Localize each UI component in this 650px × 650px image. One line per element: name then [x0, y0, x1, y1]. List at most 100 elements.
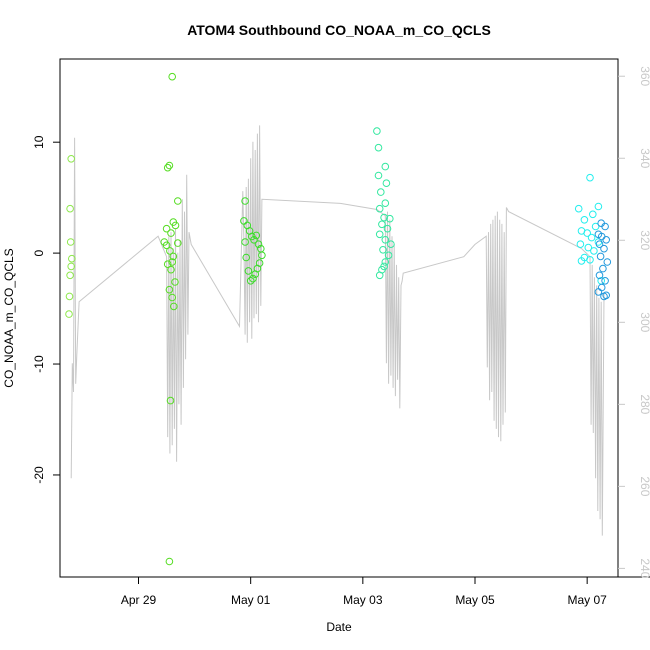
- data-point: [244, 267, 253, 275]
- data-point: [168, 258, 176, 266]
- data-point: [387, 240, 395, 248]
- data-point: [162, 241, 171, 250]
- x-tick-label: May 07: [567, 593, 607, 607]
- data-point: [589, 210, 597, 219]
- data-point: [66, 238, 75, 246]
- data-point: [595, 271, 604, 280]
- y2-tick-label: 260: [638, 476, 650, 496]
- data-point: [166, 247, 174, 255]
- data-point: [378, 220, 386, 229]
- data-point: [252, 231, 261, 240]
- data-point: [381, 258, 390, 266]
- y-tick-label: -10: [32, 355, 46, 373]
- data-point: [163, 260, 172, 269]
- data-point: [254, 240, 263, 248]
- x-tick-label: Apr 29: [121, 593, 157, 607]
- data-point: [174, 197, 182, 205]
- data-point: [165, 161, 174, 170]
- data-point: [171, 278, 179, 286]
- data-point: [165, 557, 174, 566]
- data-point: [386, 214, 394, 223]
- data-point: [241, 197, 249, 205]
- data-point: [594, 288, 603, 296]
- data-point: [583, 229, 592, 237]
- data-point: [167, 265, 175, 274]
- data-point: [168, 72, 176, 81]
- data-point: [165, 285, 174, 294]
- data-point: [66, 204, 74, 213]
- data-point: [249, 274, 257, 283]
- data-point: [377, 188, 385, 196]
- y2-tick-label: 280: [638, 394, 650, 414]
- y2-tick-label: 240: [638, 558, 650, 578]
- y-axis-left: -20 -10 0 10: [32, 135, 60, 484]
- chart-title: ATOM4 Southbound CO_NOAA_m_CO_QCLS: [187, 22, 491, 38]
- data-point: [379, 246, 387, 254]
- data-point: [375, 271, 384, 280]
- y-axis-right: 240 260 280 300 320 340 360: [618, 66, 650, 579]
- data-point: [591, 222, 600, 231]
- data-point: [380, 213, 388, 222]
- data-point: [167, 229, 175, 237]
- data-point: [168, 293, 176, 302]
- data-point: [580, 216, 589, 224]
- data-point: [242, 253, 250, 262]
- data-point: [383, 224, 392, 233]
- data-point: [601, 222, 609, 231]
- data-point: [174, 239, 182, 247]
- data-point: [584, 243, 593, 252]
- data-point: [374, 143, 383, 152]
- data-point: [162, 224, 171, 233]
- data-point: [381, 162, 390, 171]
- x-tick-label: May 05: [455, 593, 495, 607]
- data-point: [65, 310, 73, 318]
- data-point: [576, 240, 585, 248]
- y-tick-label: 10: [32, 135, 46, 149]
- series-line: [70, 125, 605, 536]
- data-point: [375, 204, 384, 213]
- data-point: [373, 127, 381, 135]
- data-point: [246, 277, 255, 285]
- data-point: [596, 252, 605, 261]
- y-tick-label: 0: [32, 249, 46, 256]
- data-point: [67, 262, 75, 271]
- data-point: [384, 251, 393, 260]
- x-axis-label: Date: [326, 620, 352, 634]
- y2-tick-label: 360: [638, 66, 650, 86]
- background-line-series: [70, 125, 605, 536]
- data-point: [594, 202, 603, 211]
- data-point: [65, 292, 74, 301]
- scatter-points: [65, 72, 612, 566]
- y-tick-label: -20: [32, 466, 46, 484]
- data-point: [602, 236, 611, 244]
- data-point: [574, 204, 583, 213]
- data-point: [166, 396, 175, 405]
- data-point: [250, 236, 258, 244]
- data-point: [597, 283, 606, 292]
- data-point: [600, 244, 608, 253]
- data-point: [258, 251, 266, 260]
- data-point: [381, 236, 390, 244]
- data-point: [251, 270, 259, 279]
- data-point: [599, 264, 607, 273]
- data-point: [241, 238, 249, 246]
- data-point: [587, 233, 596, 242]
- y-axis-label: CO_NOAA_m_CO_QCLS: [2, 248, 16, 387]
- data-point: [600, 292, 608, 301]
- data-point: [590, 247, 598, 255]
- y2-tick-label: 320: [638, 230, 650, 250]
- data-point: [67, 155, 75, 163]
- x-tick-label: May 01: [231, 593, 271, 607]
- data-point: [586, 256, 594, 264]
- data-point: [586, 173, 594, 182]
- data-point: [382, 179, 391, 187]
- data-point: [603, 258, 612, 266]
- y2-tick-label: 340: [638, 148, 650, 168]
- data-point: [577, 257, 586, 265]
- data-point: [375, 230, 384, 239]
- data-point: [381, 199, 390, 207]
- data-point: [595, 240, 604, 248]
- plot-frame: [59, 58, 619, 578]
